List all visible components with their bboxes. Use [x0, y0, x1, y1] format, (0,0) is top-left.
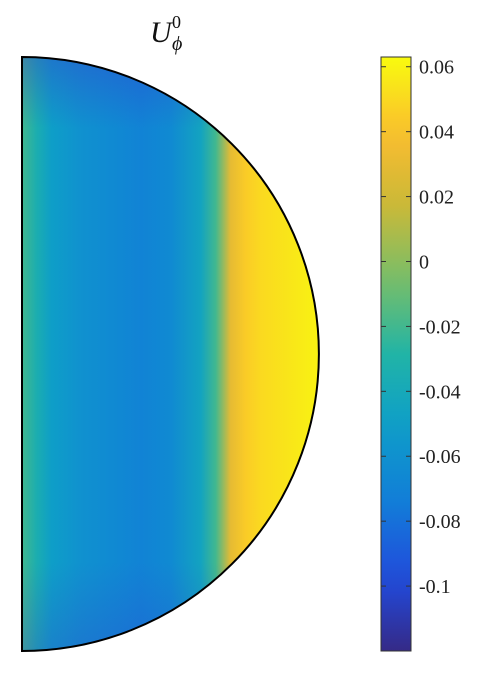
colorbar-tick-label: -0.08: [419, 511, 461, 533]
chart-title: U 0 ϕ: [150, 12, 182, 55]
heatmap-edge-shading: [22, 57, 319, 651]
title-superscript: 0: [172, 12, 181, 32]
heatmap-plot: [22, 57, 319, 651]
half-disk-outline: [21, 55, 320, 653]
title-subscript: ϕ: [172, 33, 182, 55]
colorbar-tick-label: 0.06: [419, 57, 454, 79]
colorbar-tick-label: 0: [419, 251, 429, 273]
colorbar-ticks: 0.06 0.04 0.02 0 -0.02 -0.04 -0.06 -0.08 -0.1: [381, 57, 461, 598]
colorbar-tick-label: -0.1: [419, 576, 451, 598]
colorbar-tick-label: 0.02: [419, 187, 454, 209]
colorbar: 0.06 0.04 0.02 0 -0.02 -0.04 -0.06 -0.08 -0.1: [380, 56, 461, 652]
colorbar-tick-label: -0.06: [419, 446, 461, 468]
title-base: U: [150, 16, 174, 49]
colorbar-tick-label: 0.04: [419, 122, 454, 144]
colorbar-bar: [380, 56, 412, 652]
colorbar-tick-label: -0.04: [419, 381, 461, 403]
colorbar-tick-label: -0.02: [419, 316, 461, 338]
